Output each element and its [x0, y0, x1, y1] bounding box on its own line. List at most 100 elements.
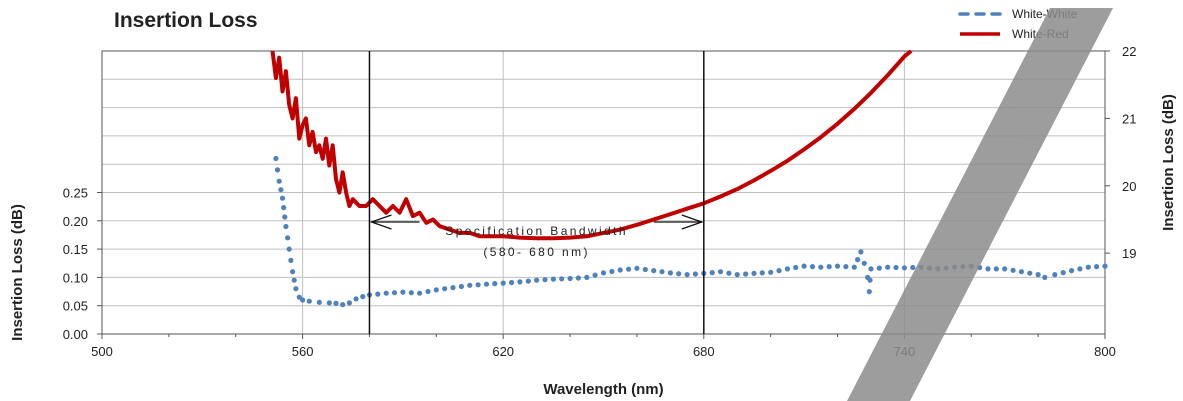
- left-y-tick-label: 0.15: [63, 242, 88, 257]
- white-white-point: [617, 267, 623, 273]
- white-white-point: [843, 264, 849, 270]
- white-white-point: [333, 300, 339, 306]
- white-white-point: [985, 266, 991, 272]
- white-white-point: [1052, 272, 1058, 278]
- white-white-point: [1027, 270, 1033, 276]
- left-y-tick-label: 0.20: [63, 214, 88, 229]
- white-white-point: [692, 271, 699, 277]
- white-white-point: [408, 290, 414, 296]
- white-white-point: [286, 246, 292, 252]
- white-white-point: [609, 268, 615, 275]
- white-white-point: [442, 286, 448, 292]
- white-white-point: [458, 283, 464, 290]
- white-white-point: [1035, 272, 1041, 278]
- white-white-point: [281, 205, 287, 211]
- white-white-point: [667, 270, 674, 276]
- white-white-point: [793, 264, 799, 271]
- left-y-tick-label: 0.10: [63, 270, 88, 285]
- white-white-point: [834, 263, 841, 269]
- left-y-tick-label: 0.00: [63, 327, 88, 342]
- white-white-point: [676, 271, 682, 277]
- x-tick-label: 560: [292, 344, 314, 359]
- left-y-axis-ticks: 0.00 0.05 0.10 0.15 0.20 0.25: [63, 186, 102, 342]
- white-white-point: [273, 155, 279, 162]
- white-white-point: [600, 270, 607, 276]
- chart-title: Insertion Loss: [114, 9, 258, 32]
- white-white-point: [858, 249, 864, 255]
- white-white-point: [559, 276, 565, 282]
- white-white-point: [768, 269, 774, 275]
- white-white-point: [375, 291, 381, 297]
- white-white-point: [383, 290, 389, 296]
- white-white-point: [734, 272, 740, 278]
- white-white-point: [278, 187, 284, 193]
- white-white-point: [584, 274, 590, 280]
- right-y-axis-title: Insertion Loss (dB): [1160, 94, 1177, 231]
- white-white-point: [300, 297, 306, 303]
- spec-bandwidth-arrows: [369, 214, 704, 230]
- white-white-point: [876, 265, 882, 271]
- white-white-point: [534, 277, 540, 283]
- white-white-point: [525, 278, 531, 284]
- white-white-point: [326, 300, 332, 306]
- right-y-tick-label: 19: [1122, 246, 1136, 261]
- white-white-point: [400, 289, 406, 295]
- white-white-point: [475, 282, 481, 288]
- white-white-point: [290, 269, 296, 275]
- white-white-point: [353, 296, 359, 302]
- white-white-point: [293, 286, 299, 292]
- spec-bandwidth-label: Specification Bandwidth: [445, 224, 628, 238]
- right-y-tick-label: 22: [1122, 44, 1136, 59]
- white-white-point: [1069, 268, 1075, 274]
- white-white-point: [642, 266, 648, 273]
- white-white-point: [634, 265, 640, 271]
- white-white-point: [1085, 264, 1091, 270]
- white-white-point: [592, 272, 598, 278]
- white-white-point: [910, 264, 916, 271]
- white-white-point: [866, 289, 872, 295]
- white-white-point: [274, 167, 281, 173]
- white-white-point: [726, 270, 732, 276]
- white-white-point: [517, 279, 523, 285]
- white-white-point: [288, 257, 294, 263]
- white-white-point: [575, 275, 582, 281]
- white-white-point: [391, 290, 398, 296]
- white-white-point: [659, 269, 665, 275]
- white-white-point: [360, 294, 366, 300]
- white-white-point: [279, 195, 286, 201]
- white-white-point: [743, 271, 749, 277]
- left-y-tick-label: 0.05: [63, 299, 88, 314]
- right-y-tick-label: 21: [1122, 111, 1136, 126]
- white-white-point: [417, 290, 423, 296]
- white-white-point: [1094, 264, 1100, 270]
- white-white-point: [276, 178, 282, 184]
- white-white-point: [626, 266, 632, 272]
- white-white-point: [550, 276, 557, 282]
- white-white-point: [868, 266, 874, 272]
- white-white-point: [1042, 274, 1048, 280]
- white-white-point: [285, 235, 291, 241]
- white-white-point: [542, 277, 548, 283]
- gridlines: [102, 51, 1105, 334]
- white-white-point: [492, 281, 498, 287]
- right-y-axis-ticks: 19 20 21 22: [1105, 44, 1136, 261]
- left-y-axis-title: Insertion Loss (dB): [9, 204, 26, 341]
- white-white-point: [467, 282, 473, 288]
- white-white-point: [306, 298, 312, 304]
- spec-bandwidth-range: (580- 680 nm): [483, 245, 590, 259]
- white-white-point: [509, 279, 515, 286]
- white-white-point: [651, 268, 657, 274]
- x-tick-label: 800: [1094, 344, 1116, 359]
- white-white-point: [684, 272, 690, 278]
- left-y-tick-label: 0.25: [63, 186, 88, 201]
- white-white-point: [1102, 263, 1108, 269]
- arrow-right-head: [681, 214, 704, 230]
- white-white-point: [291, 277, 297, 283]
- white-white-point: [1010, 267, 1016, 273]
- white-white-point: [855, 257, 861, 263]
- white-white-point: [861, 260, 867, 266]
- white-white-point: [826, 264, 832, 270]
- white-white-point: [483, 281, 490, 287]
- white-white-point: [893, 264, 899, 271]
